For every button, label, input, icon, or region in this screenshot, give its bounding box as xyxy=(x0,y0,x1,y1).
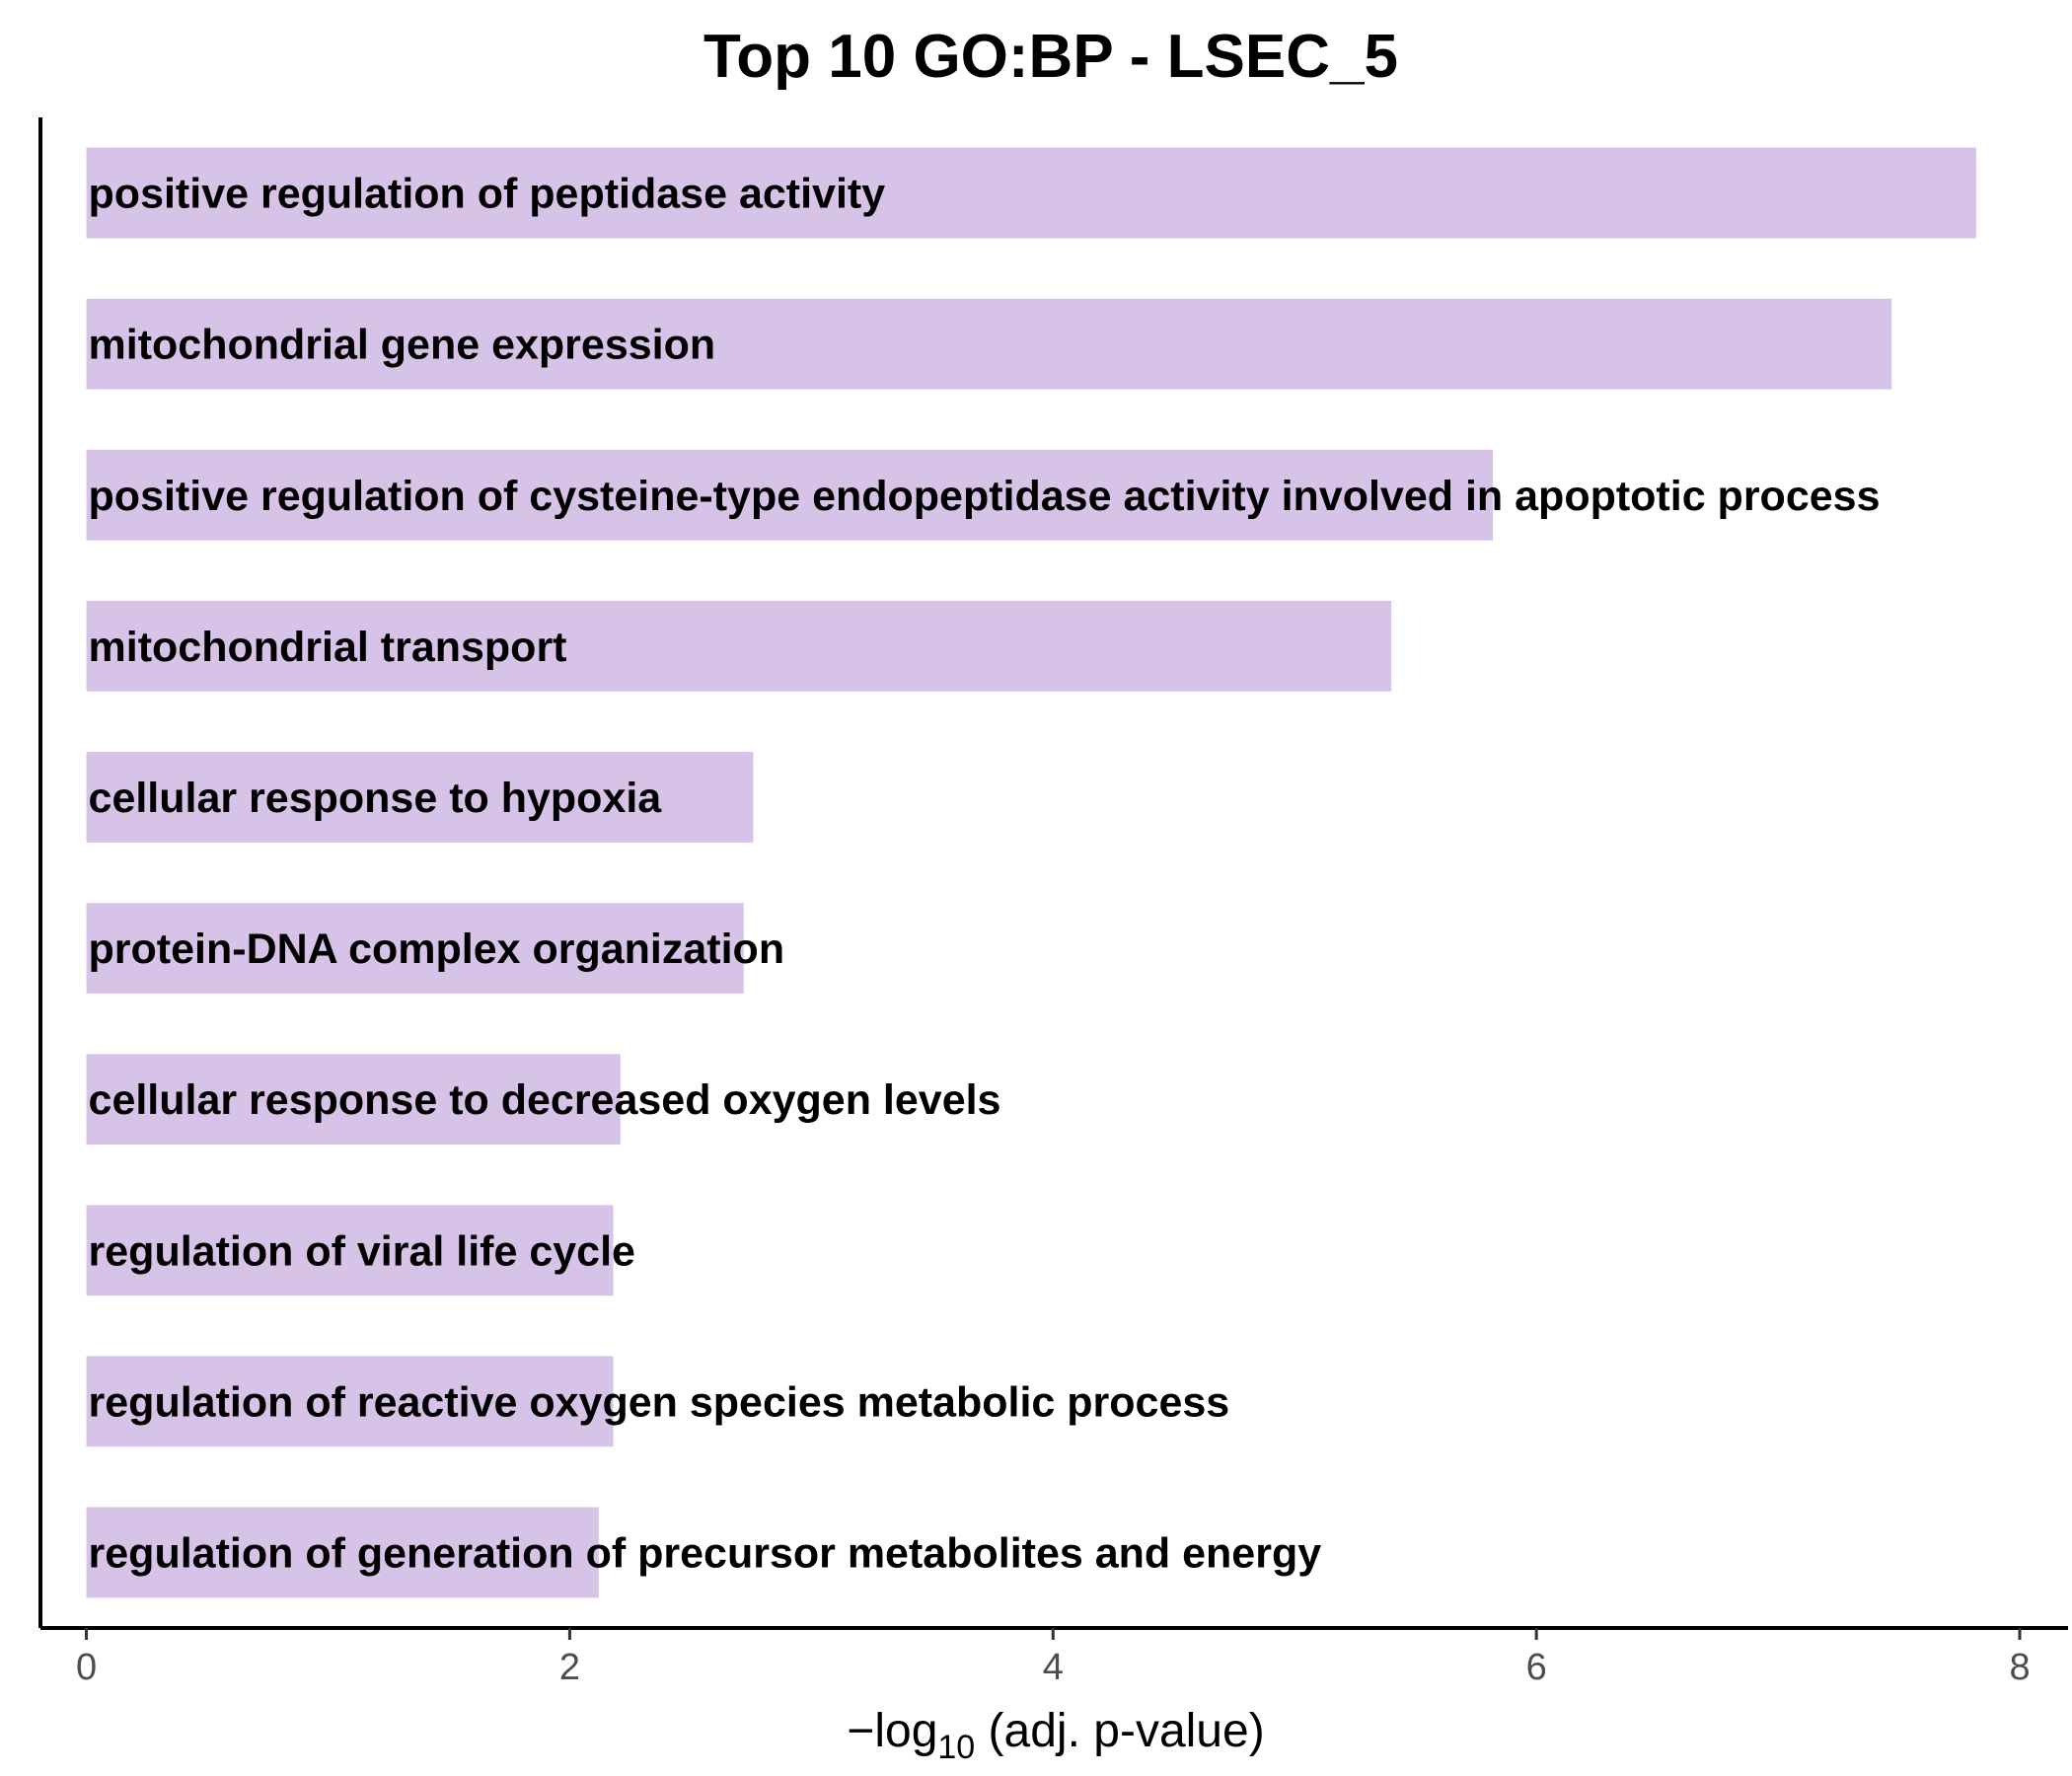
bar-2 xyxy=(86,298,1892,390)
x-axis-title-suffix: (adj. p-value) xyxy=(975,1705,1264,1757)
bar-label-4: mitochondrial transport xyxy=(89,624,567,671)
bar-label-7: cellular response to decreased oxygen le… xyxy=(89,1076,1001,1124)
x-axis-title: −log10 (adj. p-value) xyxy=(847,1705,1264,1766)
chart-title: Top 10 GO:BP - LSEC_5 xyxy=(703,23,1398,91)
bar-9 xyxy=(86,1356,614,1447)
x-tick-label-5: 8 xyxy=(2009,1647,2030,1688)
bar-label-3: positive regulation of cysteine-type end… xyxy=(89,473,1881,520)
x-tick-label-2: 2 xyxy=(559,1647,580,1688)
bar-label-5: cellular response to hypoxia xyxy=(89,775,663,822)
bar-label-9: regulation of reactive oxygen species me… xyxy=(89,1378,1230,1426)
bar-labels-layer: positive regulation of peptidase activit… xyxy=(89,171,1881,1578)
x-ticks-layer: 0 2 4 6 8 xyxy=(76,1628,2031,1688)
bar-label-2: mitochondrial gene expression xyxy=(89,322,716,369)
x-tick-label-3: 4 xyxy=(1043,1647,1064,1688)
bar-label-10: regulation of generation of precursor me… xyxy=(89,1529,1322,1577)
bar-label-8: regulation of viral life cycle xyxy=(89,1227,635,1275)
bar-7 xyxy=(86,1054,621,1146)
bar-6 xyxy=(86,903,744,994)
bar-3 xyxy=(86,449,1494,541)
bar-8 xyxy=(86,1205,614,1296)
bars-layer xyxy=(86,147,1976,1598)
bar-10 xyxy=(86,1507,599,1598)
x-axis-title-subscript: 10 xyxy=(937,1729,975,1766)
bar-label-1: positive regulation of peptidase activit… xyxy=(89,171,886,218)
x-tick-label-4: 6 xyxy=(1526,1647,1547,1688)
x-tick-label-1: 0 xyxy=(76,1647,97,1688)
bar-label-6: protein-DNA complex organization xyxy=(89,925,785,973)
bar-1 xyxy=(86,147,1976,239)
x-axis-title-prefix: −log xyxy=(847,1705,937,1757)
bar-4 xyxy=(86,600,1392,692)
bar-5 xyxy=(86,752,754,843)
